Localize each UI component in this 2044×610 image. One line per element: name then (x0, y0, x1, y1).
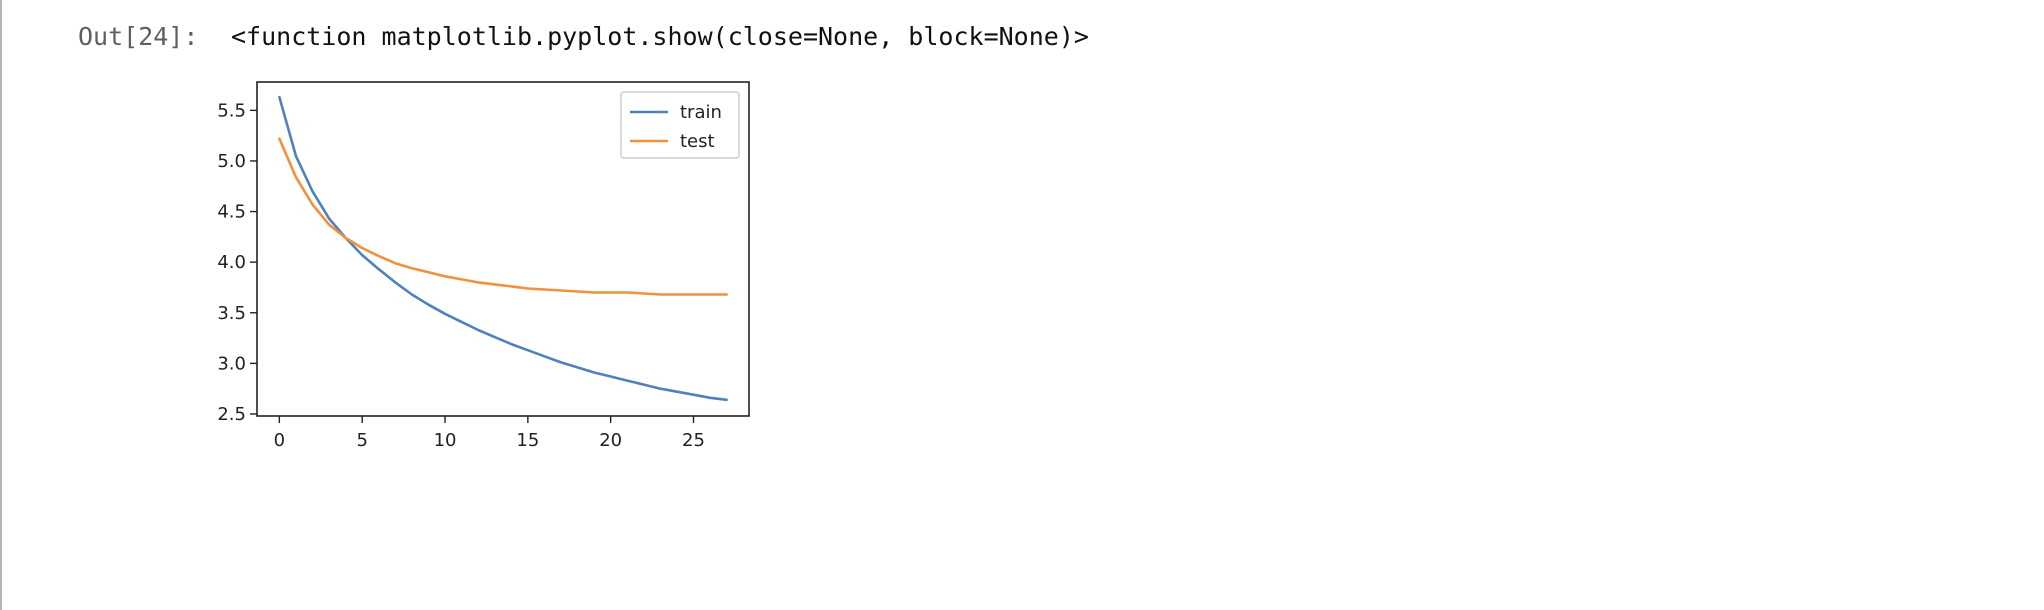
x-tick-label: 25 (682, 430, 705, 451)
legend: train test (620, 91, 740, 159)
plot-frame (256, 81, 750, 417)
series-lines (278, 95, 728, 402)
y-tick-label: 5.5 (217, 100, 246, 121)
y-tick-label: 2.5 (217, 404, 246, 425)
y-tick-label: 3.5 (217, 303, 246, 324)
y-tick-label: 4.5 (217, 202, 246, 223)
legend-label-test: test (680, 131, 715, 152)
series-line-test (278, 137, 728, 296)
legend-label-train: train (680, 102, 722, 123)
y-tick-label: 5.0 (217, 151, 246, 172)
x-axis-ticks: 0 5 10 15 20 25 (274, 416, 705, 451)
y-tick-label: 4.0 (217, 252, 246, 273)
loss-chart: 0 5 10 15 20 25 2.5 3.0 3.5 4.0 4.5 5.0 5.5 train te… (217, 81, 750, 451)
output-text: <function matplotlib.pyplot.show(close=N… (231, 22, 1089, 51)
x-tick-label: 20 (599, 430, 622, 451)
x-tick-label: 15 (516, 430, 539, 451)
x-tick-label: 5 (356, 430, 367, 451)
output-row: Out[24]: <function matplotlib.pyplot.sho… (78, 22, 1089, 52)
x-tick-label: 10 (434, 430, 457, 451)
series-line-train (278, 95, 728, 402)
output-prompt: Out[24]: (78, 22, 199, 51)
y-axis-ticks: 2.5 3.0 3.5 4.0 4.5 5.0 5.5 (217, 100, 257, 425)
y-tick-label: 3.0 (217, 353, 246, 374)
cell-left-border (0, 0, 2, 610)
x-tick-label: 0 (274, 430, 285, 451)
